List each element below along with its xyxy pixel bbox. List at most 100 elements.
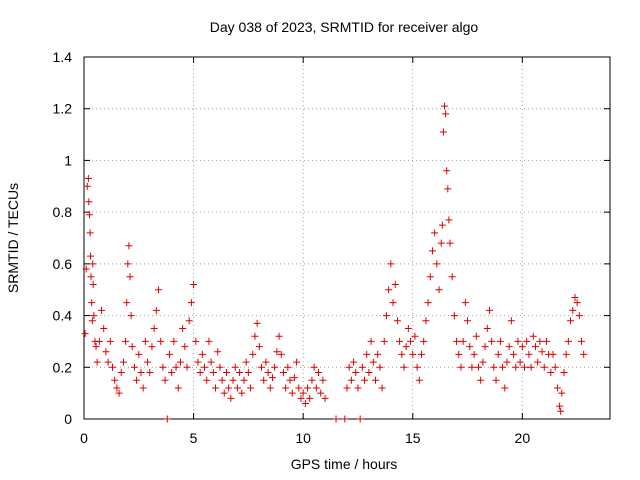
data-point bbox=[295, 384, 303, 392]
data-point bbox=[271, 363, 279, 371]
data-point bbox=[273, 348, 281, 356]
data-point bbox=[420, 337, 428, 345]
data-point bbox=[332, 415, 340, 423]
x-tick-labels: 0 5 10 15 20 bbox=[80, 430, 530, 446]
data-point bbox=[82, 265, 90, 273]
data-point bbox=[125, 242, 133, 250]
data-point bbox=[123, 299, 131, 307]
data-point bbox=[135, 350, 143, 358]
data-point bbox=[573, 299, 581, 307]
data-point bbox=[354, 384, 362, 392]
data-point bbox=[238, 389, 246, 397]
data-point bbox=[529, 332, 537, 340]
data-point bbox=[124, 260, 132, 268]
data-point bbox=[231, 363, 239, 371]
data-point bbox=[113, 384, 121, 392]
data-point bbox=[459, 337, 467, 345]
data-point bbox=[446, 239, 454, 247]
data-point bbox=[84, 175, 92, 183]
data-point bbox=[505, 343, 513, 351]
y-tick-label: 0.6 bbox=[53, 256, 73, 272]
data-point bbox=[196, 368, 204, 376]
data-point bbox=[551, 363, 559, 371]
data-point bbox=[286, 376, 294, 384]
data-point bbox=[496, 337, 504, 345]
data-point bbox=[475, 363, 482, 371]
data-point bbox=[100, 325, 108, 332]
data-point bbox=[106, 337, 114, 345]
data-point bbox=[560, 368, 568, 376]
data-point bbox=[310, 363, 318, 371]
data-point bbox=[398, 350, 406, 358]
data-point bbox=[258, 363, 266, 371]
data-point bbox=[553, 384, 561, 392]
data-point bbox=[547, 368, 555, 376]
data-point bbox=[514, 337, 522, 345]
data-point bbox=[168, 368, 176, 376]
data-point bbox=[88, 317, 96, 325]
y-tick-label: 1 bbox=[64, 152, 72, 168]
data-point bbox=[201, 363, 209, 371]
data-point bbox=[479, 358, 487, 366]
data-point bbox=[571, 293, 579, 301]
data-point bbox=[115, 389, 123, 397]
data-point bbox=[527, 363, 535, 371]
data-point bbox=[441, 102, 449, 110]
data-point bbox=[347, 376, 355, 384]
data-point bbox=[499, 363, 507, 371]
data-point bbox=[279, 368, 287, 376]
data-point bbox=[391, 281, 399, 289]
data-point bbox=[315, 368, 323, 376]
data-point bbox=[422, 317, 430, 325]
data-point bbox=[402, 343, 410, 351]
data-point bbox=[356, 415, 364, 423]
data-point bbox=[141, 337, 149, 345]
x-tick-label: 10 bbox=[295, 430, 311, 446]
data-point bbox=[282, 384, 290, 392]
data-point bbox=[428, 247, 436, 255]
data-point bbox=[253, 319, 261, 327]
data-point bbox=[387, 260, 395, 268]
data-point bbox=[413, 363, 421, 371]
data-point bbox=[575, 312, 583, 320]
data-point bbox=[558, 389, 566, 397]
data-point bbox=[92, 343, 100, 351]
data-point bbox=[461, 299, 469, 307]
data-point bbox=[464, 317, 472, 325]
data-point bbox=[181, 343, 189, 351]
data-point bbox=[567, 317, 575, 325]
data-point bbox=[240, 376, 248, 384]
data-point bbox=[233, 384, 241, 392]
data-point bbox=[133, 376, 141, 384]
data-point bbox=[165, 350, 173, 358]
data-point bbox=[404, 325, 412, 332]
data-point bbox=[523, 337, 531, 345]
data-point bbox=[225, 384, 233, 392]
data-point bbox=[472, 332, 480, 340]
data-point bbox=[488, 337, 496, 345]
data-point bbox=[93, 358, 101, 366]
data-point bbox=[216, 363, 224, 371]
data-point bbox=[376, 363, 384, 371]
data-point bbox=[396, 337, 404, 345]
data-point bbox=[564, 337, 572, 345]
x-axis-label: GPS time / hours bbox=[291, 456, 398, 472]
data-point bbox=[483, 325, 491, 332]
data-point bbox=[312, 384, 320, 392]
data-point bbox=[288, 389, 296, 397]
data-point bbox=[212, 384, 219, 392]
data-point bbox=[470, 350, 478, 358]
data-point bbox=[227, 394, 235, 402]
data-point bbox=[137, 368, 145, 376]
data-point bbox=[159, 363, 167, 371]
data-point bbox=[431, 229, 439, 237]
data-point bbox=[378, 384, 386, 392]
y-tick-label: 0 bbox=[64, 411, 72, 427]
data-point bbox=[85, 198, 93, 206]
data-point bbox=[89, 281, 97, 289]
data-point bbox=[350, 358, 358, 366]
data-point bbox=[525, 350, 533, 358]
data-point bbox=[538, 348, 546, 356]
data-point bbox=[341, 415, 349, 423]
data-point bbox=[385, 286, 393, 294]
